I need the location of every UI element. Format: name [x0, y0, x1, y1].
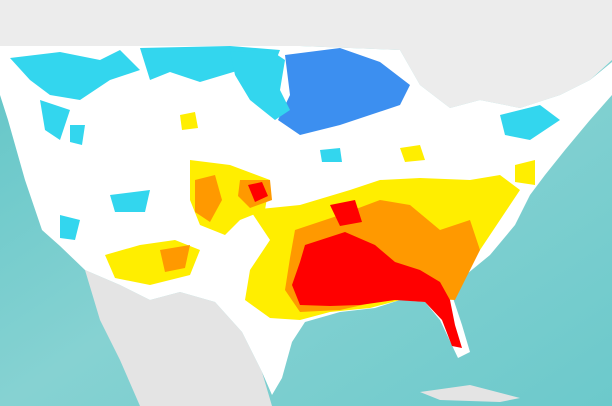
blue-patch: [278, 48, 410, 135]
mexico-land: [85, 270, 272, 406]
cyan-patch: [320, 148, 342, 162]
cyan-patch: [10, 50, 140, 100]
cyan-patch: [40, 100, 70, 140]
yellow-patch: [180, 112, 198, 130]
cyan-patch: [60, 215, 80, 240]
cyan-patch: [110, 190, 150, 212]
orange-patch: [160, 245, 190, 272]
yellow-patch: [515, 160, 535, 185]
yellow-patch: [400, 145, 425, 162]
red-patches: [248, 182, 462, 348]
cyan-patch: [500, 105, 560, 140]
canada-land: [0, 0, 612, 108]
red-patch: [292, 232, 462, 348]
cyan-patch: [230, 50, 290, 120]
orange-patch: [195, 175, 222, 222]
cyan-patch: [70, 125, 85, 145]
red-patch: [248, 182, 268, 202]
red-patch: [330, 200, 362, 226]
cuba-land: [420, 385, 520, 402]
